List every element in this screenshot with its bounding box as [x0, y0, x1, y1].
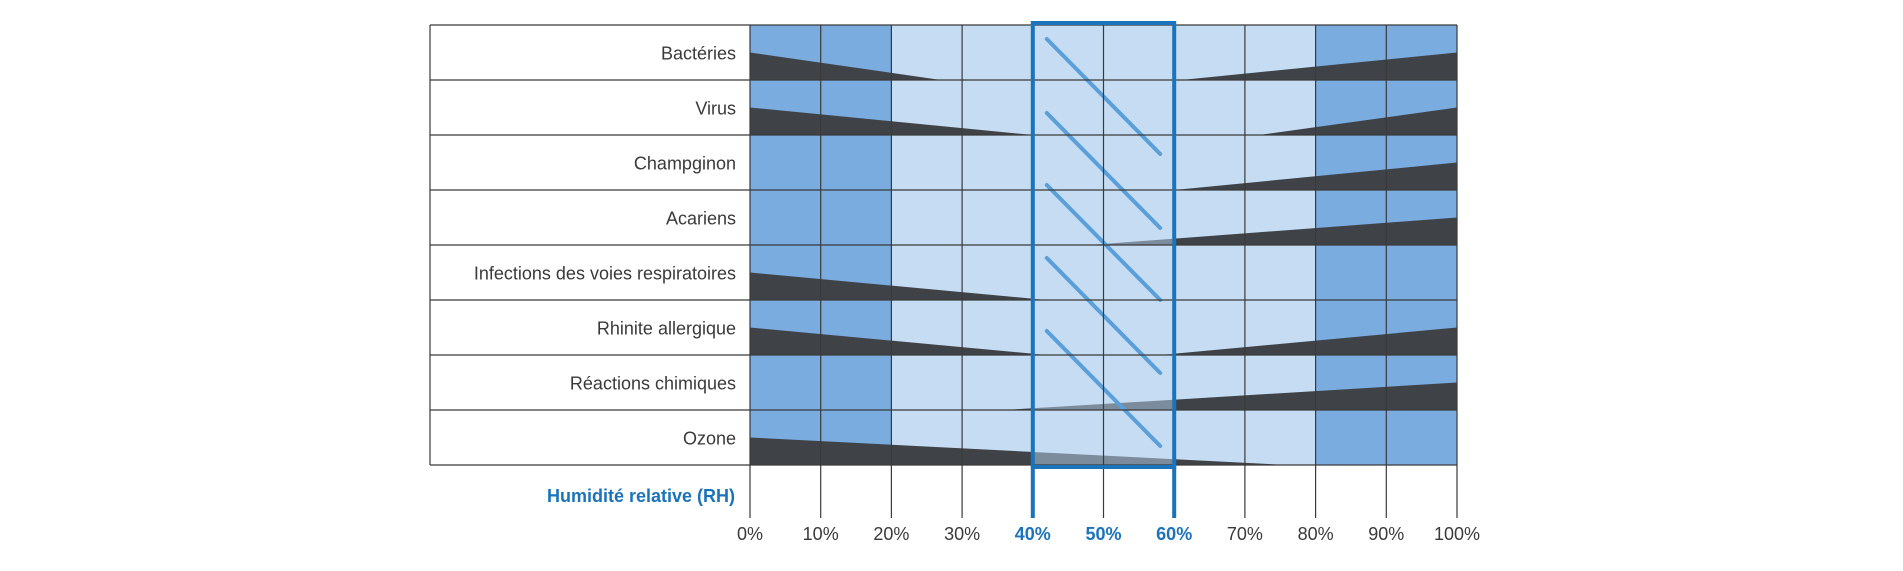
category-label: Acariens	[666, 209, 736, 229]
risk-cell-low	[1244, 410, 1316, 465]
risk-wedge-high-humidity	[1089, 217, 1457, 245]
category-label-cell	[430, 190, 750, 245]
x-tick-label: 60%	[1156, 524, 1192, 544]
risk-wedge-high-humidity	[1259, 107, 1457, 135]
optimal-zone-border	[1030, 21, 1177, 469]
category-label-cell	[430, 245, 750, 300]
risk-wedge-high-humidity	[1160, 327, 1457, 355]
x-tick-label: 100%	[1434, 524, 1480, 544]
x-tick-label: 80%	[1298, 524, 1334, 544]
risk-cell-low	[1244, 80, 1316, 135]
risk-cell-high	[820, 135, 892, 190]
risk-cell-low	[891, 190, 963, 245]
category-label-cell	[430, 355, 750, 410]
category-label: Champginon	[634, 154, 736, 174]
risk-cell-high	[1315, 410, 1387, 465]
risk-cell-high	[820, 355, 892, 410]
risk-cell-low	[1244, 245, 1316, 300]
risk-cell-high	[820, 190, 892, 245]
risk-cell-low	[962, 300, 1033, 355]
risk-cell-low	[891, 135, 963, 190]
risk-cell-low	[891, 25, 963, 80]
risk-cell-high	[1386, 245, 1457, 300]
x-tick-label: 90%	[1368, 524, 1404, 544]
category-label-cell	[430, 25, 750, 80]
category-label-cell	[430, 300, 750, 355]
category-label: Virus	[695, 99, 736, 119]
risk-cell-high	[750, 355, 821, 410]
risk-wedge-low-humidity	[750, 272, 1047, 300]
x-tick-label: 0%	[737, 524, 763, 544]
category-labels: Bactéries Virus Champginon Acariens Infectio…	[474, 44, 736, 449]
risk-wedge-high-humidity	[1181, 52, 1457, 80]
risk-cell-high	[1315, 245, 1387, 300]
category-label-cell	[430, 410, 750, 465]
category-label: Ozone	[683, 429, 736, 449]
x-tick-label: 30%	[944, 524, 980, 544]
risk-cell-high	[750, 190, 821, 245]
optimal-border-layer	[1030, 21, 1177, 518]
risk-cell-low	[1174, 135, 1245, 190]
risk-cell-low	[891, 355, 963, 410]
risk-cell-low	[1174, 245, 1245, 300]
risk-cell-low	[1174, 300, 1245, 355]
risk-cell-low	[1174, 25, 1245, 80]
risk-cell-low	[962, 190, 1033, 245]
category-label-cell	[430, 135, 750, 190]
risk-wedge-low-humidity	[750, 437, 1288, 465]
category-label: Réactions chimiques	[570, 374, 736, 394]
risk-wedge-low-humidity	[750, 327, 1047, 355]
risk-cell-low	[962, 135, 1033, 190]
risk-cell-low	[1174, 80, 1245, 135]
x-tick-label: 50%	[1085, 524, 1121, 544]
category-label: Rhinite allergique	[597, 319, 736, 339]
grid-layer	[429, 24, 1458, 518]
category-label: Bactéries	[661, 44, 736, 64]
x-tick-labels: 0% 10% 20% 30% 40% 50% 60% 70% 80% 90% 100%	[737, 524, 1480, 544]
x-tick-label: 10%	[803, 524, 839, 544]
x-tick-label: 20%	[873, 524, 909, 544]
risk-cell-low	[962, 245, 1033, 300]
risk-cell-low	[962, 355, 1033, 410]
risk-wedge-low-humidity	[750, 52, 941, 80]
x-axis-title: Humidité relative (RH)	[547, 486, 735, 506]
category-label: Infections des voies respiratoires	[474, 264, 736, 284]
risk-cell-low	[962, 25, 1033, 80]
x-tick-label: 40%	[1015, 524, 1051, 544]
category-label-cell	[430, 80, 750, 135]
risk-cell-low	[962, 80, 1033, 135]
x-tick-label: 70%	[1227, 524, 1263, 544]
risk-cell-high	[750, 135, 821, 190]
risk-cell-high	[1386, 410, 1457, 465]
risk-cell-low	[1174, 410, 1245, 465]
